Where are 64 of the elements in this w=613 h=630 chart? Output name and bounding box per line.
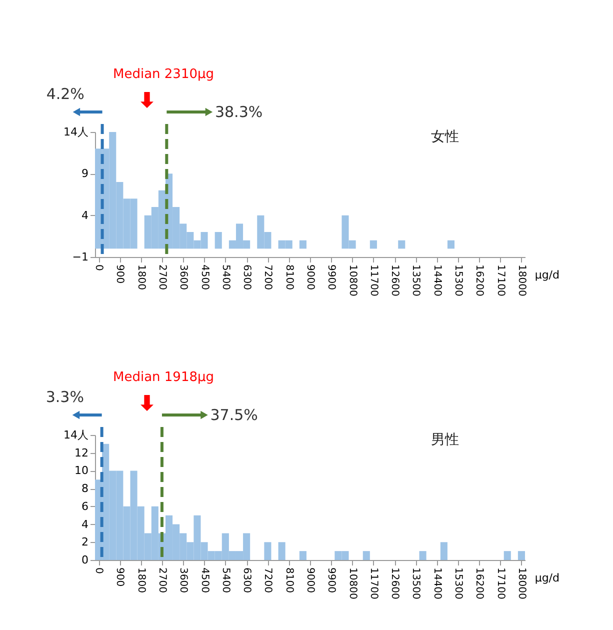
y-tick-label: 4 [82, 208, 88, 222]
y-tick-label: 12 [74, 446, 88, 460]
x-tick-label: 11700 [368, 568, 379, 600]
x-tick-label: 9000 [304, 568, 316, 593]
x-tick-label: 16200 [474, 264, 485, 296]
x-tick-label: 1800 [135, 264, 146, 290]
text: 38.3% [214, 103, 263, 121]
x-tick-label: 900 [114, 568, 126, 587]
x-tick-label: 8100 [283, 568, 294, 593]
x-tick-label: 10800 [346, 264, 358, 296]
x-tick-label: 3600 [178, 264, 189, 290]
x-tick-label: 6300 [241, 568, 252, 593]
x-tick-label: 2700 [156, 568, 168, 593]
y-tick-label: −1 [72, 250, 88, 264]
chart-title: 女性 [431, 128, 459, 144]
x-tick-label: 15300 [452, 264, 464, 296]
x-tick-label: 9000 [304, 264, 316, 290]
x-tick-label: 1800 [135, 568, 146, 593]
chart-title: 男性 [431, 431, 459, 447]
x-tick-label: 5400 [220, 264, 231, 290]
y-tick-label: 4 [82, 518, 88, 531]
y-tick-label: 14人 [64, 126, 88, 138]
text: 37.5% [210, 406, 258, 424]
x-tick-label: 5400 [220, 568, 231, 593]
y-tick-label: 2 [82, 536, 88, 549]
x-tick-label: 9900 [326, 568, 337, 593]
x-tick-label: 17100 [494, 264, 506, 296]
y-tick-label: 0 [82, 554, 88, 566]
text: Median 1918μg [113, 370, 214, 385]
x-tick-label: 10800 [346, 568, 358, 600]
x-tick-label: 8100 [283, 264, 294, 290]
text: Median 2310μg [113, 67, 214, 82]
y-tick-label: 6 [82, 500, 88, 513]
x-tick-label: 11700 [368, 264, 379, 296]
x-tick-label: 14400 [431, 568, 442, 600]
x-tick-label: 0 [93, 568, 104, 574]
x-tick-label: 6300 [241, 264, 252, 290]
x-tick-label: 2700 [156, 264, 168, 290]
y-tick-label: 10 [74, 464, 88, 478]
x-tick-label: 15300 [452, 568, 464, 600]
x-tick-label: 7200 [262, 568, 274, 593]
x-axis-title: µg/d [534, 572, 560, 584]
y-tick-label: 14人 [64, 428, 88, 442]
x-tick-label: 18000 [516, 568, 527, 600]
x-tick-label: 13500 [410, 568, 422, 600]
x-tick-label: 16200 [474, 568, 485, 600]
x-tick-label: 9900 [326, 264, 337, 290]
text: 4.2% [46, 85, 84, 103]
x-tick-label: 18000 [516, 264, 527, 296]
x-tick-label: 3600 [178, 568, 189, 593]
y-tick-label: 9 [82, 167, 88, 180]
x-tick-label: 12600 [389, 568, 400, 600]
x-tick-label: 17100 [494, 568, 506, 600]
y-tick-label: 8 [82, 482, 88, 496]
x-tick-label: 4500 [198, 568, 210, 593]
x-tick-label: 4500 [198, 264, 210, 290]
x-axis-title: µg/d [534, 268, 560, 282]
x-tick-label: 14400 [431, 264, 442, 296]
x-tick-label: 13500 [410, 264, 422, 296]
text: 3.3% [46, 388, 84, 406]
x-tick-label: 0 [93, 264, 104, 271]
x-tick-label: 900 [114, 264, 126, 284]
x-tick-label: 12600 [389, 264, 400, 296]
x-tick-label: 7200 [262, 264, 274, 290]
